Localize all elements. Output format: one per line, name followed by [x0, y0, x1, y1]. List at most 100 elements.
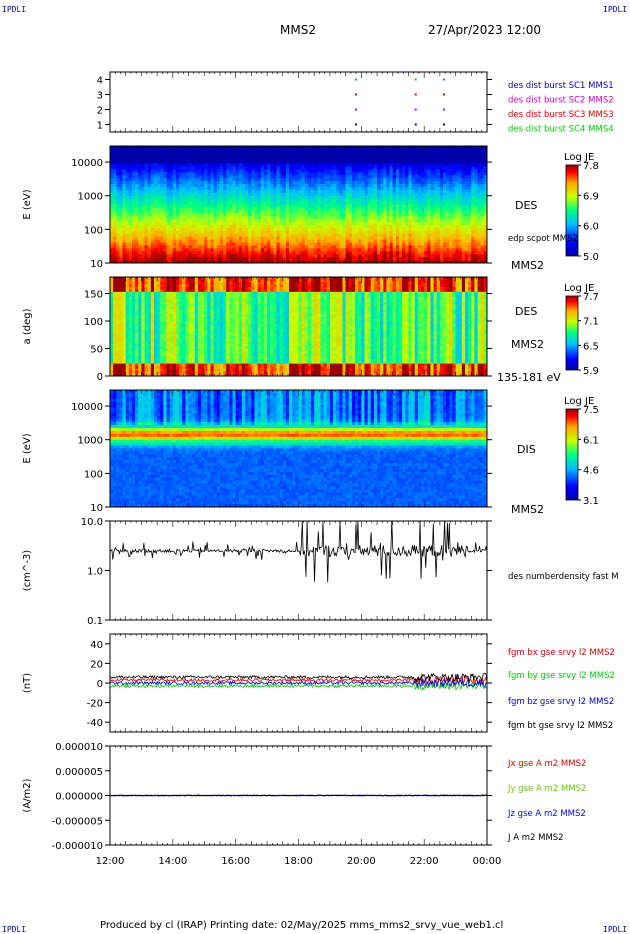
des_energy-pixel [241, 204, 246, 208]
des_energy-pixel [144, 233, 149, 238]
des_energy-pixel [157, 242, 161, 246]
des_energy-pixel [336, 198, 340, 202]
des_energy-pixel [386, 178, 391, 182]
des_energy-pixel [373, 181, 378, 185]
des_energy-pixel [311, 169, 315, 173]
des_energy-pixel [279, 251, 284, 255]
des_energy-pixel [285, 213, 290, 217]
des_energy-pixel [226, 219, 230, 223]
des_energy-pixel [355, 245, 359, 249]
des_energy-pixel [358, 184, 362, 188]
des_energy-pixel [370, 178, 375, 182]
des_energy-pixel [383, 251, 387, 255]
des_energy-pixel [329, 184, 334, 188]
des_energy-pixel [241, 157, 246, 162]
des_energy-pixel [232, 216, 237, 220]
des_energy-pixel [314, 230, 318, 235]
des_energy-pixel [355, 248, 359, 252]
des_energy-pixel [329, 163, 334, 167]
des_energy-pixel [135, 169, 139, 173]
des_energy-pixel [348, 213, 353, 217]
des_energy-pixel [248, 245, 252, 249]
des_energy-pixel [285, 230, 290, 235]
des_energy-pixel [320, 222, 325, 226]
des_energy-pixel [395, 224, 400, 229]
des_energy-pixel [175, 181, 180, 185]
des_energy-pixel [449, 163, 453, 167]
des_energy-pixel [289, 160, 293, 164]
des_energy-pixel [223, 245, 227, 249]
des_energy-pixel [307, 198, 312, 202]
des_energy-pixel [185, 201, 189, 205]
des_energy-pixel [138, 178, 142, 182]
des_energy-pixel [421, 201, 425, 205]
des_energy-pixel [169, 186, 174, 191]
des_energy-pixel [248, 201, 252, 205]
des_energy-pixel [292, 242, 296, 246]
des_energy-pixel [468, 160, 472, 164]
des_energy-pixel [179, 236, 183, 240]
des_energy-pixel [389, 166, 394, 170]
des_energy-pixel [110, 166, 114, 170]
des_energy-pixel [355, 163, 359, 167]
des_energy-pixel [267, 160, 271, 164]
des_energy-pixel [153, 245, 158, 249]
des_energy-pixel [141, 245, 145, 249]
des_energy-pixel [408, 227, 412, 232]
des_energy-pixel [474, 224, 478, 229]
des_energy-pixel [399, 248, 403, 252]
des_energy-pixel [223, 157, 227, 162]
des_energy-pixel [166, 242, 171, 246]
des_energy-pixel [131, 222, 136, 226]
des_energy-pixel [216, 213, 221, 217]
des_energy-pixel [270, 260, 274, 264]
des_energy-pixel [483, 184, 488, 188]
des_energy-pixel [201, 181, 205, 185]
des_energy-pixel [421, 186, 425, 191]
des_energy-pixel [471, 169, 475, 173]
des_energy-pixel [443, 260, 447, 264]
des_energy-pixel [169, 201, 174, 205]
des_energy-pixel [367, 151, 372, 156]
des_energy-pixel [389, 195, 394, 200]
des_energy-pixel [399, 148, 403, 153]
des_energy-pixel [295, 184, 299, 188]
des_energy-pixel [289, 186, 293, 191]
des_energy-pixel [219, 154, 224, 159]
des_energy-pixel [172, 219, 177, 223]
des_energy-pixel [329, 213, 334, 217]
des_energy-pixel [160, 186, 164, 191]
des_energy-pixel [399, 189, 403, 194]
des_energy-pixel [197, 242, 202, 246]
des_energy-pixel [443, 148, 447, 153]
des_energy-pixel [383, 169, 387, 173]
des_energy-pixel [333, 254, 337, 258]
des_energy-pixel [342, 242, 347, 246]
des_energy-pixel [458, 213, 463, 217]
des_energy-pixel [392, 166, 397, 170]
des_energy-pixel [182, 260, 186, 264]
des_energy-pixel [417, 222, 422, 226]
des_energy-pixel [182, 169, 186, 173]
des_energy-pixel [248, 186, 252, 191]
des_energy-pixel [427, 204, 431, 208]
des_energy-pixel [430, 146, 434, 150]
des_energy-pixel [411, 166, 416, 170]
des_energy-pixel [282, 242, 287, 246]
des_energy-pixel [207, 210, 211, 214]
des_energy-pixel [138, 172, 142, 176]
des_energy-pixel [116, 154, 120, 159]
des_energy-pixel [392, 222, 397, 226]
des_energy-pixel [361, 230, 365, 235]
des_energy-pixel [329, 172, 334, 176]
des_energy-pixel [311, 198, 315, 202]
des_energy-pixel [414, 160, 419, 164]
des_energy-pixel [389, 254, 394, 258]
des_energy-pixel [307, 154, 312, 159]
des_energy-pixel [367, 216, 372, 220]
des_energy-pixel [238, 178, 243, 182]
des_energy-pixel [141, 230, 145, 235]
des_energy-pixel [392, 151, 397, 156]
des_energy-pixel [455, 236, 460, 240]
des_energy-pixel [182, 195, 186, 200]
